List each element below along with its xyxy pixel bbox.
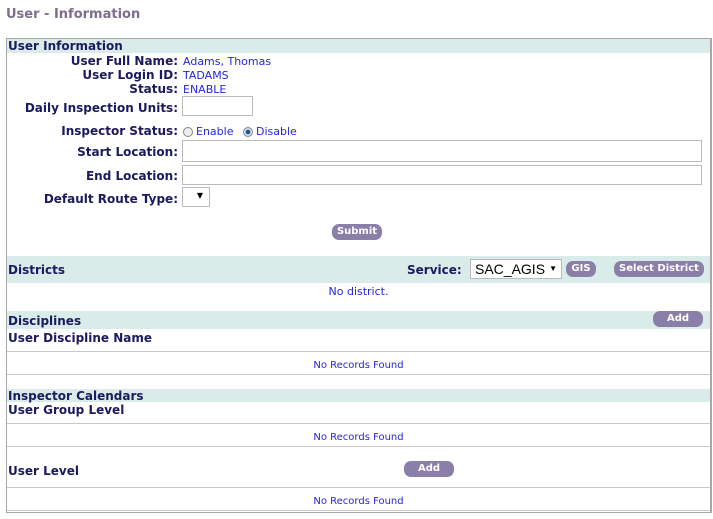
service-label: Service: — [407, 263, 462, 277]
submit-button[interactable]: Submit — [332, 224, 382, 240]
group-level-empty: No Records Found — [313, 432, 404, 443]
status-value: ENABLE — [183, 83, 227, 96]
start-location-input[interactable] — [182, 140, 702, 162]
login-value: TADAMS — [183, 69, 229, 82]
enable-radio[interactable]: Enable — [183, 125, 233, 138]
radio-checked-icon[interactable] — [242, 127, 253, 137]
user-level-empty: No Records Found — [313, 496, 404, 507]
full-name-label: User Full Name: — [70, 54, 178, 68]
user-level-header: User Level — [8, 464, 79, 478]
group-level-header: User Group Level — [8, 403, 125, 417]
enable-label: Enable — [196, 125, 234, 138]
disciplines-empty: No Records Found — [313, 360, 404, 371]
dropdown-arrow-icon: ▼ — [549, 264, 557, 273]
user-info-header: User Information — [8, 39, 123, 53]
end-location-label: End Location: — [85, 169, 178, 183]
full-name-value: Adams, Thomas — [183, 55, 272, 68]
page-title: User - Information — [6, 7, 141, 22]
status-label: Status: — [129, 82, 178, 96]
daily-units-input[interactable] — [182, 96, 253, 116]
select-district-button[interactable]: Select District — [614, 261, 704, 277]
route-type-select[interactable]: ▼ — [182, 187, 210, 207]
disciplines-header: Disciplines — [8, 314, 82, 328]
districts-header: Districts — [8, 263, 65, 277]
no-district-text: No district. — [328, 285, 389, 298]
login-label: User Login ID: — [82, 68, 178, 82]
add-discipline-button[interactable]: Add — [653, 311, 703, 327]
service-select[interactable]: SAC_AGIS ▼ — [470, 259, 562, 279]
gis-button[interactable]: GIS — [566, 261, 596, 277]
disable-label: Disable — [255, 125, 297, 138]
end-location-input[interactable] — [182, 165, 702, 185]
route-type-label: Default Route Type: — [43, 192, 178, 206]
dropdown-arrow-icon: ▼ — [196, 191, 203, 200]
start-location-label: Start Location: — [77, 145, 178, 159]
inspector-status-label: Inspector Status: — [61, 124, 178, 138]
radio-icon[interactable] — [183, 127, 193, 137]
disable-radio[interactable]: Disable — [242, 125, 297, 138]
user-info-panel: User Information User Full Name: Adams, … — [6, 38, 712, 513]
calendars-header: Inspector Calendars — [8, 389, 144, 403]
daily-units-label: Daily Inspection Units: — [24, 101, 178, 115]
add-user-level-button[interactable]: Add — [404, 461, 454, 477]
discipline-column-header: User Discipline Name — [8, 331, 153, 345]
